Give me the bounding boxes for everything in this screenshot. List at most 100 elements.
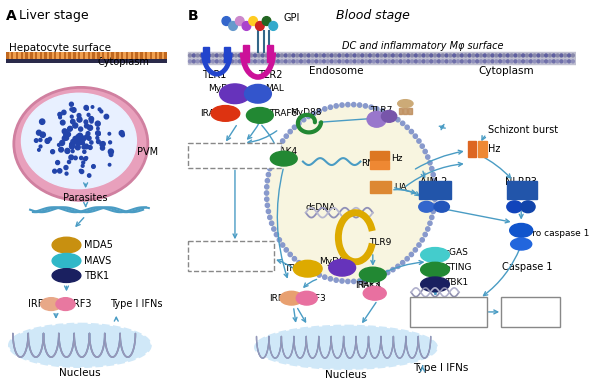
Text: Schizont burst: Schizont burst	[488, 125, 558, 135]
Circle shape	[423, 149, 427, 154]
Circle shape	[76, 141, 79, 144]
Circle shape	[353, 60, 356, 63]
Circle shape	[79, 140, 83, 144]
Circle shape	[405, 257, 409, 261]
Text: Hz: Hz	[391, 154, 403, 163]
Bar	[64, 52, 66, 59]
Ellipse shape	[220, 84, 250, 103]
Circle shape	[281, 243, 285, 247]
Circle shape	[84, 144, 89, 149]
Circle shape	[484, 54, 486, 57]
Ellipse shape	[419, 201, 434, 212]
Circle shape	[80, 170, 83, 173]
Circle shape	[64, 165, 68, 170]
Bar	[68, 52, 71, 59]
Circle shape	[71, 150, 74, 152]
Text: Pro caspase 1: Pro caspase 1	[527, 229, 589, 238]
Circle shape	[315, 60, 318, 63]
Ellipse shape	[22, 93, 136, 188]
Bar	[164, 52, 167, 59]
Circle shape	[418, 60, 421, 63]
Bar	[140, 52, 143, 59]
FancyBboxPatch shape	[188, 143, 281, 169]
Text: STING: STING	[445, 263, 472, 272]
Circle shape	[85, 124, 89, 128]
Circle shape	[426, 60, 429, 63]
Circle shape	[88, 125, 92, 130]
Ellipse shape	[211, 106, 240, 121]
Circle shape	[384, 60, 386, 63]
Bar	[25, 52, 28, 59]
Circle shape	[307, 114, 311, 119]
Circle shape	[45, 139, 50, 143]
Circle shape	[109, 153, 113, 157]
Circle shape	[95, 131, 100, 136]
Circle shape	[391, 114, 395, 119]
Circle shape	[109, 141, 112, 144]
Circle shape	[376, 60, 379, 63]
Circle shape	[428, 160, 432, 165]
Text: Blood stage: Blood stage	[337, 9, 410, 22]
Circle shape	[269, 54, 272, 57]
Circle shape	[342, 60, 344, 63]
Text: PVM: PVM	[137, 147, 158, 157]
Ellipse shape	[510, 224, 533, 237]
Circle shape	[62, 136, 67, 141]
Circle shape	[340, 103, 344, 107]
Circle shape	[80, 136, 83, 139]
Circle shape	[266, 172, 271, 177]
Circle shape	[272, 227, 276, 231]
Bar	[59, 52, 61, 59]
Circle shape	[34, 139, 38, 142]
Circle shape	[98, 133, 100, 136]
Bar	[403, 108, 407, 115]
Circle shape	[246, 54, 249, 57]
Circle shape	[506, 54, 509, 57]
Circle shape	[88, 174, 91, 177]
Circle shape	[265, 197, 269, 201]
Circle shape	[319, 54, 322, 57]
Circle shape	[365, 54, 368, 57]
Circle shape	[376, 54, 379, 57]
Circle shape	[299, 60, 302, 63]
Circle shape	[277, 238, 281, 242]
Circle shape	[249, 16, 257, 25]
Circle shape	[292, 54, 295, 57]
Bar	[73, 52, 76, 59]
Circle shape	[79, 139, 83, 143]
Bar	[160, 52, 162, 59]
Text: AIM 2: AIM 2	[421, 177, 448, 187]
Text: TBK1: TBK1	[445, 278, 468, 287]
Circle shape	[386, 111, 390, 116]
Ellipse shape	[56, 298, 75, 311]
Circle shape	[193, 60, 195, 63]
Bar	[102, 52, 104, 59]
Text: Caspase 1: Caspase 1	[502, 262, 553, 272]
Circle shape	[83, 157, 87, 160]
Circle shape	[200, 54, 203, 57]
Ellipse shape	[367, 111, 386, 127]
Circle shape	[265, 185, 269, 189]
Circle shape	[284, 248, 289, 252]
Bar	[370, 160, 389, 169]
Bar	[145, 52, 148, 59]
Circle shape	[223, 60, 226, 63]
Circle shape	[235, 60, 238, 63]
Circle shape	[430, 54, 433, 57]
Bar	[131, 52, 133, 59]
Circle shape	[428, 221, 432, 226]
Circle shape	[71, 119, 75, 124]
Circle shape	[423, 232, 427, 237]
Circle shape	[417, 243, 421, 247]
Circle shape	[268, 215, 272, 219]
Circle shape	[62, 129, 67, 134]
Circle shape	[434, 54, 436, 57]
Circle shape	[261, 54, 264, 57]
Circle shape	[432, 178, 436, 183]
Circle shape	[227, 54, 230, 57]
Text: Parasites: Parasites	[64, 193, 108, 203]
Circle shape	[288, 54, 291, 57]
Circle shape	[568, 60, 571, 63]
Bar	[49, 52, 52, 59]
Circle shape	[292, 125, 296, 129]
